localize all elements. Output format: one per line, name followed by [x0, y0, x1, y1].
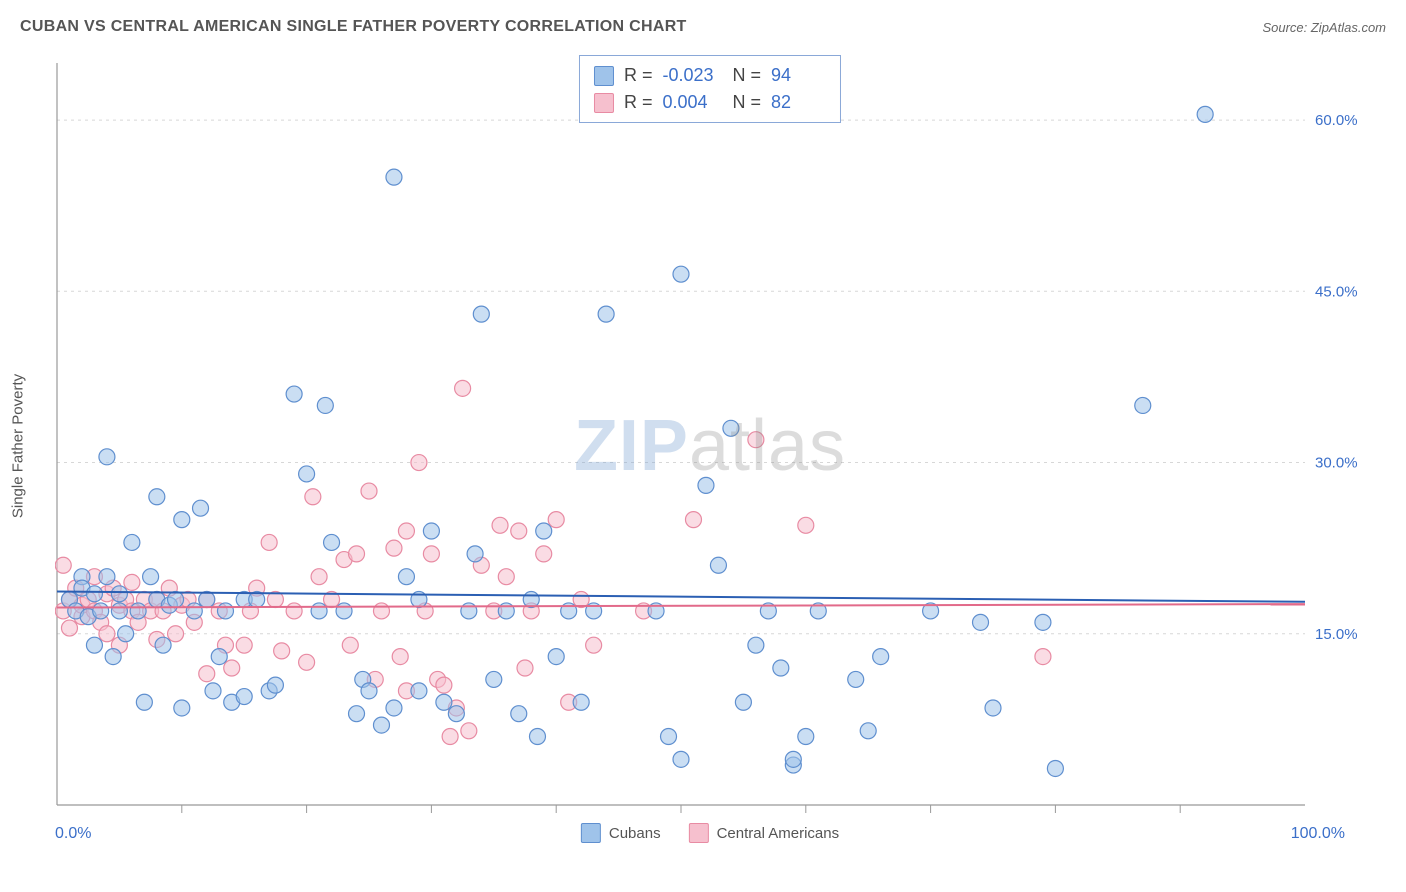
- r-value-cubans: -0.023: [663, 62, 718, 89]
- series-legend: Cubans Central Americans: [581, 823, 839, 843]
- n-label: N =: [728, 89, 762, 116]
- chart-title: CUBAN VS CENTRAL AMERICAN SINGLE FATHER …: [20, 18, 687, 36]
- y-axis-label: Single Father Poverty: [10, 374, 27, 518]
- svg-text:30.0%: 30.0%: [1315, 455, 1358, 472]
- legend-label-central: Central Americans: [717, 825, 840, 842]
- r-label: R =: [624, 89, 653, 116]
- r-value-central: 0.004: [663, 89, 718, 116]
- svg-text:60.0%: 60.0%: [1315, 112, 1358, 129]
- correlation-legend: R = -0.023 N = 94 R = 0.004 N = 82: [579, 55, 841, 123]
- legend-item-central: Central Americans: [689, 823, 840, 843]
- n-value-central: 82: [771, 89, 826, 116]
- scatter-chart: 15.0% 30.0% 45.0% 60.0%: [55, 55, 1365, 845]
- legend-item-cubans: Cubans: [581, 823, 661, 843]
- legend-row-cubans: R = -0.023 N = 94: [594, 62, 826, 89]
- r-label: R =: [624, 62, 653, 89]
- source-label: Source: ZipAtlas.com: [1262, 20, 1386, 35]
- legend-row-central: R = 0.004 N = 82: [594, 89, 826, 116]
- legend-label-cubans: Cubans: [609, 825, 661, 842]
- n-value-cubans: 94: [771, 62, 826, 89]
- swatch-cubans-bottom: [581, 823, 601, 843]
- swatch-central: [594, 93, 614, 113]
- svg-text:15.0%: 15.0%: [1315, 626, 1358, 643]
- n-label: N =: [728, 62, 762, 89]
- svg-text:45.0%: 45.0%: [1315, 283, 1358, 300]
- plot-area: ZIPatlas 15.0%30.0%45.0%60.0% R = -0.023…: [55, 55, 1365, 845]
- swatch-cubans: [594, 66, 614, 86]
- swatch-central-bottom: [689, 823, 709, 843]
